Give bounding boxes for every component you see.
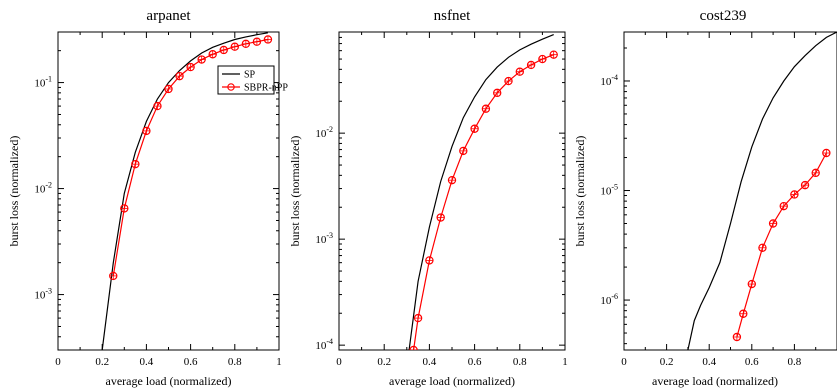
y-tick-base: 10 bbox=[600, 186, 612, 198]
plot-frame bbox=[623, 31, 837, 351]
legend: SP SBPR-nPP bbox=[217, 65, 288, 95]
series-line-SBPR-nPP bbox=[736, 152, 827, 338]
chart-panel-nsfnet: nsfnet average load (normalized) burst los… bbox=[288, 8, 568, 388]
y-tick-label: 10-4 bbox=[600, 73, 618, 88]
y-axis-label: burst loss (normalized) bbox=[7, 136, 21, 247]
x-tick-label: 0 bbox=[55, 356, 61, 368]
y-tick-base: 10 bbox=[315, 128, 327, 140]
y-tick-base: 10 bbox=[600, 295, 612, 307]
legend-box bbox=[217, 65, 275, 95]
chart-title: cost239 bbox=[700, 8, 747, 24]
x-tick-label: 0.4 bbox=[423, 356, 437, 368]
y-tick-exponent: -4 bbox=[611, 73, 618, 82]
series-line-SBPR-nPP bbox=[413, 54, 554, 350]
y-tick-exponent: -2 bbox=[45, 181, 52, 190]
y-tick-label: 10-4 bbox=[315, 337, 333, 352]
x-tick-label: 0.2 bbox=[660, 356, 674, 368]
y-tick-exponent: -4 bbox=[326, 337, 333, 346]
x-tick-label: 0.4 bbox=[702, 356, 716, 368]
y-tick-label: 10-6 bbox=[600, 292, 618, 307]
x-tick-label: 0.6 bbox=[184, 356, 198, 368]
data-area bbox=[687, 32, 837, 350]
x-tick-label: 0.8 bbox=[788, 356, 802, 368]
chart-title: nsfnet bbox=[434, 8, 471, 24]
series-line-SP bbox=[687, 32, 837, 350]
legend-marker bbox=[227, 83, 235, 91]
y-tick-base: 10 bbox=[34, 78, 46, 90]
x-tick-label: 1 bbox=[562, 356, 568, 368]
y-tick-label: 10-1 bbox=[34, 75, 52, 90]
panels: arpanet average load (normalized) burst lo… bbox=[7, 8, 837, 388]
y-tick-base: 10 bbox=[600, 76, 612, 88]
legend-label: SBPR-nPP bbox=[244, 83, 288, 94]
y-tick-base: 10 bbox=[34, 290, 46, 302]
chart-panel-cost239: cost239 average load (normalized) burst lo… bbox=[573, 8, 837, 388]
x-tick-label: 1 bbox=[276, 356, 282, 368]
x-tick-label: 0.2 bbox=[377, 356, 391, 368]
y-axis-label: burst loss (normalized) bbox=[573, 136, 587, 247]
data-area bbox=[408, 34, 558, 350]
x-tick-label: 0.6 bbox=[468, 356, 482, 368]
x-tick-label: 0 bbox=[621, 356, 627, 368]
y-tick-label: 10-3 bbox=[34, 287, 52, 302]
y-tick-base: 10 bbox=[315, 234, 327, 246]
plot-frame bbox=[338, 31, 566, 351]
y-tick-exponent: -5 bbox=[611, 183, 618, 192]
x-tick-label: 0.2 bbox=[95, 356, 109, 368]
x-axis-label: average load (normalized) bbox=[652, 374, 778, 388]
y-tick-label: 10-3 bbox=[315, 231, 333, 246]
x-axis-label: average load (normalized) bbox=[389, 374, 515, 388]
data-area bbox=[101, 32, 273, 350]
y-tick-base: 10 bbox=[34, 184, 46, 196]
x-tick-label: 0 bbox=[336, 356, 342, 368]
chart-title: arpanet bbox=[146, 8, 191, 24]
x-tick-label: 0.4 bbox=[140, 356, 154, 368]
series-line-SP bbox=[101, 32, 269, 350]
y-tick-exponent: -1 bbox=[45, 75, 52, 84]
x-tick-label: 0.8 bbox=[513, 356, 527, 368]
x-axis-label: average load (normalized) bbox=[106, 374, 232, 388]
y-tick-label: 10-2 bbox=[315, 125, 333, 140]
y-tick-exponent: -3 bbox=[326, 231, 333, 240]
y-tick-exponent: -2 bbox=[326, 125, 333, 134]
x-tick-label: 0.8 bbox=[228, 356, 242, 368]
y-tick-label: 10-2 bbox=[34, 181, 52, 196]
series-line-SP bbox=[408, 34, 554, 350]
y-tick-exponent: -3 bbox=[45, 287, 52, 296]
x-tick-label: 0.6 bbox=[745, 356, 759, 368]
y-tick-label: 10-5 bbox=[600, 183, 618, 198]
chart-panel-arpanet: arpanet average load (normalized) burst lo… bbox=[7, 8, 288, 388]
y-axis-label: burst loss (normalized) bbox=[288, 136, 302, 247]
y-tick-base: 10 bbox=[315, 340, 327, 352]
legend-label: SP bbox=[244, 70, 256, 81]
y-tick-exponent: -6 bbox=[611, 292, 618, 301]
